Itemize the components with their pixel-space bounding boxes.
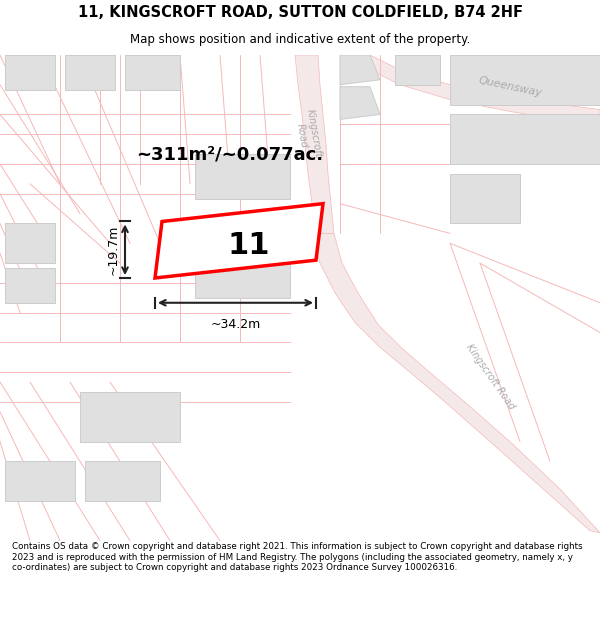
Polygon shape bbox=[65, 55, 115, 89]
Text: Kingscroft Road: Kingscroft Road bbox=[464, 342, 516, 412]
Text: 11: 11 bbox=[228, 231, 270, 260]
Text: ~311m²/~0.077ac.: ~311m²/~0.077ac. bbox=[136, 145, 323, 163]
Text: ~19.7m: ~19.7m bbox=[107, 224, 119, 275]
Text: Queensway: Queensway bbox=[477, 75, 543, 98]
Polygon shape bbox=[5, 224, 55, 263]
Polygon shape bbox=[5, 461, 75, 501]
Polygon shape bbox=[125, 55, 180, 89]
Polygon shape bbox=[370, 55, 600, 124]
Polygon shape bbox=[85, 461, 160, 501]
Polygon shape bbox=[295, 55, 334, 233]
Polygon shape bbox=[5, 55, 55, 89]
Polygon shape bbox=[5, 268, 55, 302]
Text: Contains OS data © Crown copyright and database right 2021. This information is : Contains OS data © Crown copyright and d… bbox=[12, 542, 583, 572]
Polygon shape bbox=[195, 154, 290, 199]
Polygon shape bbox=[395, 55, 440, 85]
Text: Map shows position and indicative extent of the property.: Map shows position and indicative extent… bbox=[130, 33, 470, 46]
Text: Kingscroft
Road: Kingscroft Road bbox=[293, 108, 323, 161]
Polygon shape bbox=[195, 253, 290, 298]
Polygon shape bbox=[450, 174, 520, 224]
Text: 11, KINGSCROFT ROAD, SUTTON COLDFIELD, B74 2HF: 11, KINGSCROFT ROAD, SUTTON COLDFIELD, B… bbox=[77, 4, 523, 19]
Polygon shape bbox=[340, 87, 380, 119]
Polygon shape bbox=[340, 55, 380, 85]
Polygon shape bbox=[450, 55, 600, 104]
Polygon shape bbox=[80, 392, 180, 441]
Polygon shape bbox=[312, 233, 600, 532]
Polygon shape bbox=[155, 204, 323, 278]
Text: ~34.2m: ~34.2m bbox=[211, 318, 260, 331]
Polygon shape bbox=[450, 114, 600, 164]
